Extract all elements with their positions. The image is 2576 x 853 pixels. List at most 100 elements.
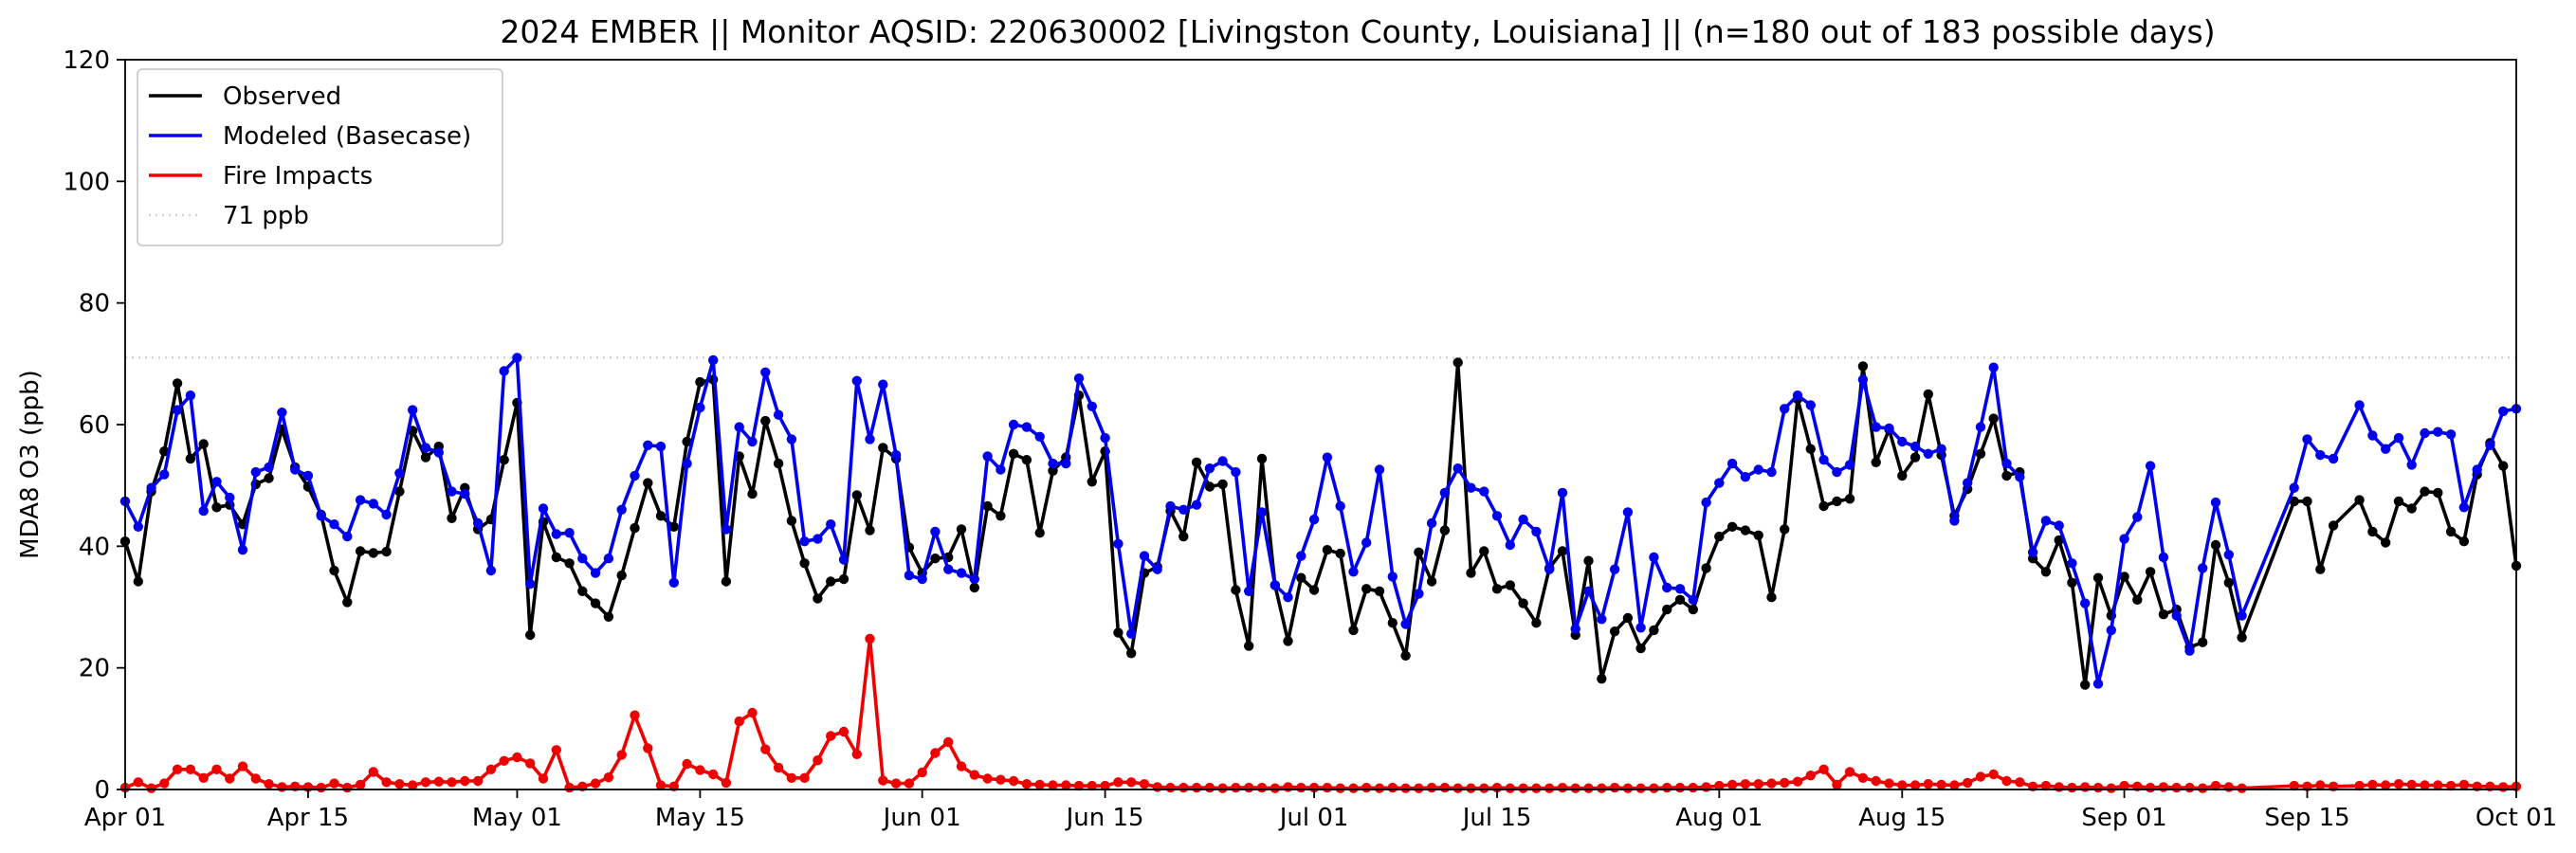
data-point — [2067, 577, 2077, 588]
data-point — [1087, 780, 1098, 791]
data-point — [1021, 455, 1032, 465]
data-point — [799, 558, 810, 569]
data-point — [603, 772, 614, 783]
data-point — [433, 447, 444, 458]
data-point — [956, 761, 967, 771]
data-point — [1635, 783, 1646, 793]
data-point — [2433, 426, 2443, 437]
data-point — [760, 367, 771, 377]
data-point — [1034, 528, 1045, 538]
data-point — [2445, 526, 2457, 537]
data-point — [1557, 487, 1568, 499]
data-point — [159, 469, 170, 480]
data-point — [237, 761, 248, 771]
data-point — [2106, 783, 2116, 793]
data-point — [2498, 406, 2509, 417]
data-point — [590, 778, 601, 789]
data-point — [1662, 604, 1672, 615]
data-point — [381, 777, 392, 788]
data-point — [969, 770, 979, 780]
x-tick-label: Jul 01 — [1278, 804, 1349, 832]
data-point — [316, 511, 326, 521]
x-tick-label: Oct 01 — [2476, 804, 2557, 832]
series-line — [123, 355, 2517, 686]
data-point — [1780, 777, 1790, 789]
data-point — [930, 554, 941, 564]
data-point — [316, 782, 326, 793]
series-line — [124, 637, 2517, 790]
data-point — [1805, 400, 1817, 410]
series-2 — [119, 633, 2522, 793]
data-point — [838, 554, 850, 565]
data-point — [1491, 584, 1503, 594]
data-point — [1674, 594, 1686, 605]
data-point — [433, 776, 444, 787]
data-point — [1479, 486, 1489, 497]
data-point — [198, 772, 209, 783]
data-point — [682, 436, 692, 447]
data-point — [721, 524, 732, 535]
data-point — [851, 490, 862, 500]
data-point — [2445, 429, 2457, 440]
data-point — [682, 458, 692, 469]
data-point — [1662, 582, 1672, 593]
x-tick-label: Apr 15 — [267, 804, 349, 832]
data-point — [1975, 771, 1986, 782]
data-point — [1400, 650, 1411, 661]
data-point — [525, 629, 536, 641]
data-point — [2393, 779, 2404, 789]
data-point — [1531, 618, 1542, 628]
data-point — [1518, 598, 1528, 608]
data-point — [1544, 564, 1555, 574]
x-tick-label: Jun 15 — [1065, 804, 1144, 832]
data-point — [1609, 626, 1620, 637]
data-point — [1191, 499, 1202, 510]
data-point — [1518, 514, 1528, 525]
data-point — [747, 436, 758, 447]
data-point — [813, 534, 823, 544]
data-point — [2119, 534, 2129, 544]
data-point — [668, 577, 679, 588]
data-point — [1361, 584, 1372, 594]
data-point — [1466, 783, 1476, 793]
data-point — [982, 773, 993, 784]
data-point — [1871, 457, 1881, 467]
data-point — [1296, 782, 1306, 793]
data-point — [1008, 419, 1019, 430]
data-point — [1178, 531, 1189, 542]
x-axis: Apr 01 Apr 15 May 01 May 15 Jun 01 Jun 15 Jul … — [84, 789, 2557, 832]
data-point — [1832, 496, 1842, 507]
data-point — [1649, 552, 1659, 563]
data-point — [1126, 628, 1137, 639]
data-point — [564, 558, 575, 569]
data-point — [1479, 783, 1489, 793]
data-point — [277, 408, 287, 418]
data-point — [996, 774, 1006, 785]
data-point — [1753, 779, 1763, 789]
data-point — [264, 462, 274, 473]
data-point — [1505, 539, 1516, 551]
x-tick-label: May 01 — [472, 804, 562, 832]
data-point — [1505, 580, 1516, 590]
data-point — [1100, 432, 1110, 444]
data-point — [1844, 460, 1855, 470]
data-point — [1387, 782, 1398, 793]
data-point — [277, 782, 287, 792]
data-point — [1674, 584, 1686, 594]
data-point — [747, 488, 758, 499]
data-point — [146, 482, 156, 493]
data-point — [1570, 783, 1580, 793]
data-point — [2315, 780, 2326, 790]
data-point — [1531, 526, 1542, 537]
data-point — [1897, 436, 1908, 447]
data-point — [1100, 780, 1110, 791]
data-point — [2289, 780, 2299, 791]
data-point — [1701, 782, 1711, 792]
data-point — [1335, 548, 1345, 559]
data-point — [525, 578, 536, 590]
data-point — [499, 755, 509, 766]
data-point — [225, 773, 235, 784]
data-point — [1217, 456, 1228, 466]
data-point — [1491, 511, 1503, 521]
